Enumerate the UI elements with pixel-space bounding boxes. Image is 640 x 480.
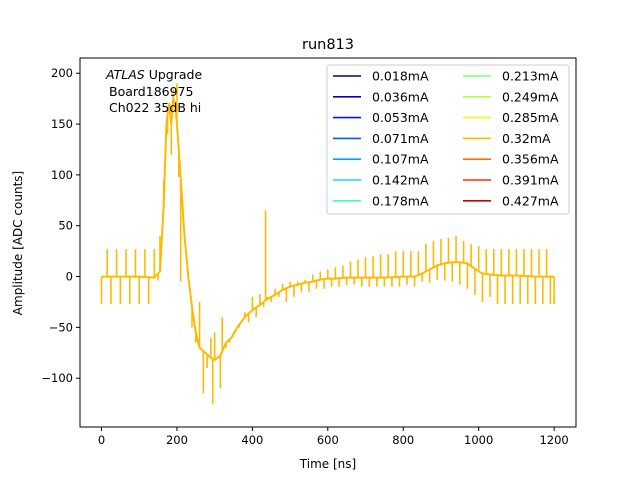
legend-label: 0.213mA (502, 69, 559, 84)
legend-label: 0.053mA (372, 110, 429, 125)
annotation-board: Board186975 (109, 84, 193, 99)
series-layer (100, 83, 555, 404)
legend-label: 0.32mA (502, 131, 551, 146)
legend-label: 0.107mA (372, 152, 429, 167)
legend-label: 0.036mA (372, 89, 429, 104)
y-tick-label: −50 (49, 320, 73, 334)
x-tick-label: 1000 (464, 433, 493, 447)
legend-box (326, 64, 570, 215)
x-tick-label: 1200 (539, 433, 568, 447)
legend: 0.018mA 0.036mA 0.053mA 0.071mA 0.107mA 0.142… (326, 64, 570, 215)
y-tick-label: 50 (58, 219, 73, 233)
y-axis-ticks: −100 −50 0 50 100 150 200 (41, 66, 80, 385)
legend-label: 0.018mA (372, 69, 429, 84)
x-tick-label: 800 (392, 433, 414, 447)
annotation-upgrade: Upgrade (145, 67, 203, 82)
legend-label: 0.142mA (372, 173, 429, 188)
legend-label: 0.071mA (372, 131, 429, 146)
y-tick-label: 0 (66, 270, 73, 284)
chart-title: run813 (302, 37, 354, 53)
x-tick-label: 200 (166, 433, 188, 447)
legend-label: 0.356mA (502, 152, 559, 167)
x-tick-label: 400 (241, 433, 263, 447)
legend-label: 0.249mA (502, 89, 559, 104)
y-tick-label: 100 (51, 168, 73, 182)
x-axis-ticks: 0 200 400 600 800 1000 1200 (98, 427, 569, 447)
legend-label: 0.178mA (372, 193, 429, 208)
y-axis-label: Amplitude [ADC counts] (11, 171, 25, 315)
annotation-atlas: ATLAS (105, 67, 145, 82)
x-tick-label: 600 (317, 433, 339, 447)
x-tick-label: 0 (98, 433, 105, 447)
y-tick-label: 150 (51, 117, 73, 131)
x-axis-label: Time [ns] (299, 457, 356, 471)
y-tick-label: 200 (51, 66, 73, 80)
legend-label: 0.391mA (502, 173, 559, 188)
legend-label: 0.427mA (502, 193, 559, 208)
annotation-channel: Ch022 35dB hi (109, 100, 201, 115)
series-line (101, 97, 555, 361)
legend-label: 0.285mA (502, 110, 559, 125)
y-tick-label: −100 (41, 371, 73, 385)
annotation-line-1: ATLAS Upgrade (105, 67, 202, 82)
